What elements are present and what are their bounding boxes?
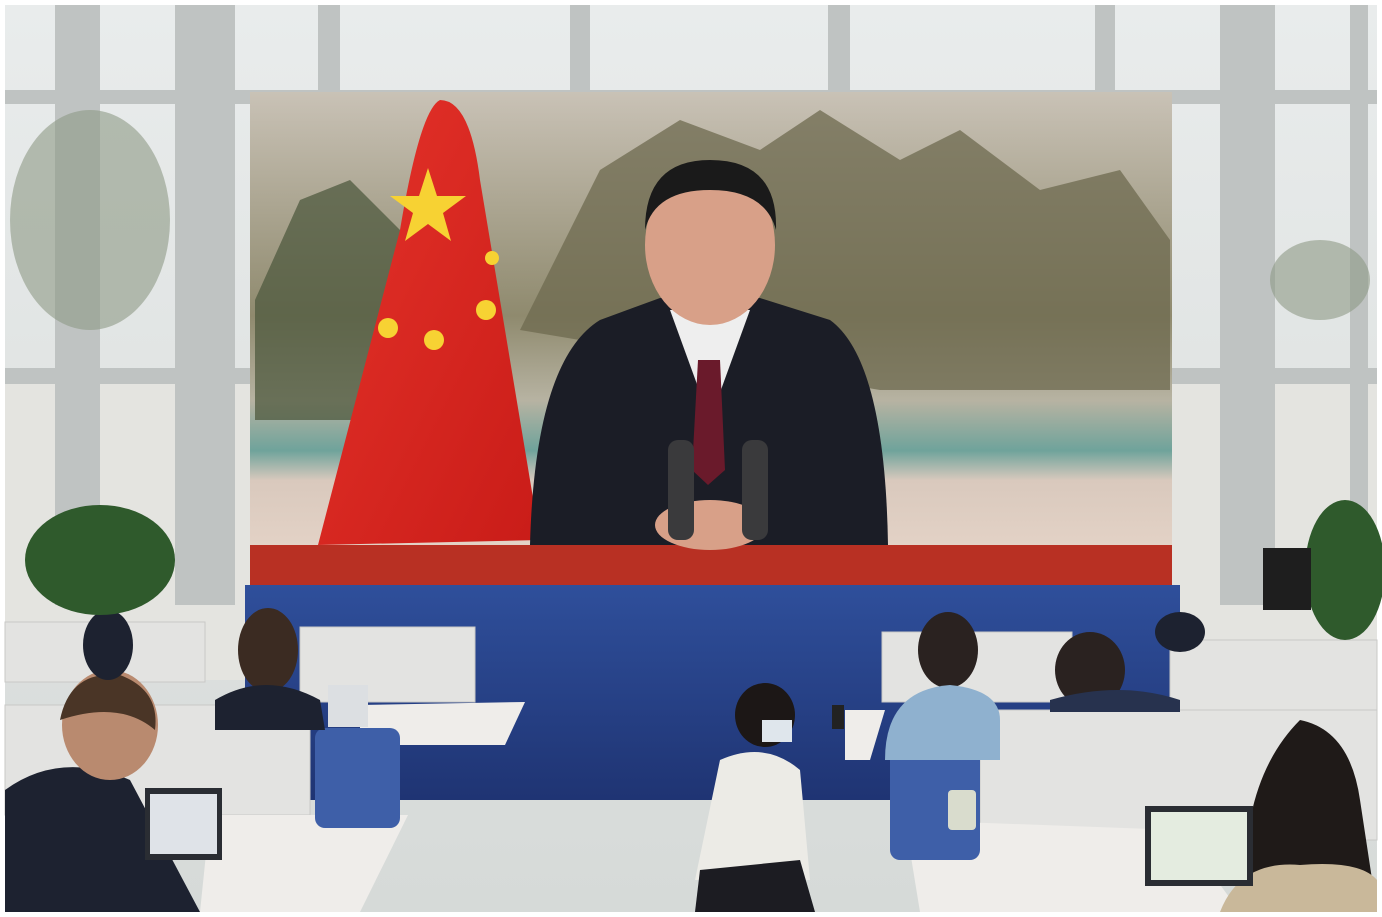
crouching-person	[695, 683, 844, 912]
people	[5, 608, 1377, 912]
loudspeaker	[1263, 548, 1311, 610]
desk	[250, 545, 1172, 590]
face	[645, 165, 775, 325]
flag	[318, 100, 540, 545]
plants	[25, 500, 1382, 640]
trees	[10, 110, 1370, 330]
laptop-screen	[1151, 812, 1247, 880]
tie	[692, 360, 725, 485]
hair	[645, 160, 777, 230]
microphones	[668, 440, 768, 540]
cup	[948, 790, 976, 830]
flag-stars	[378, 168, 499, 350]
laptop-screen	[150, 794, 217, 854]
